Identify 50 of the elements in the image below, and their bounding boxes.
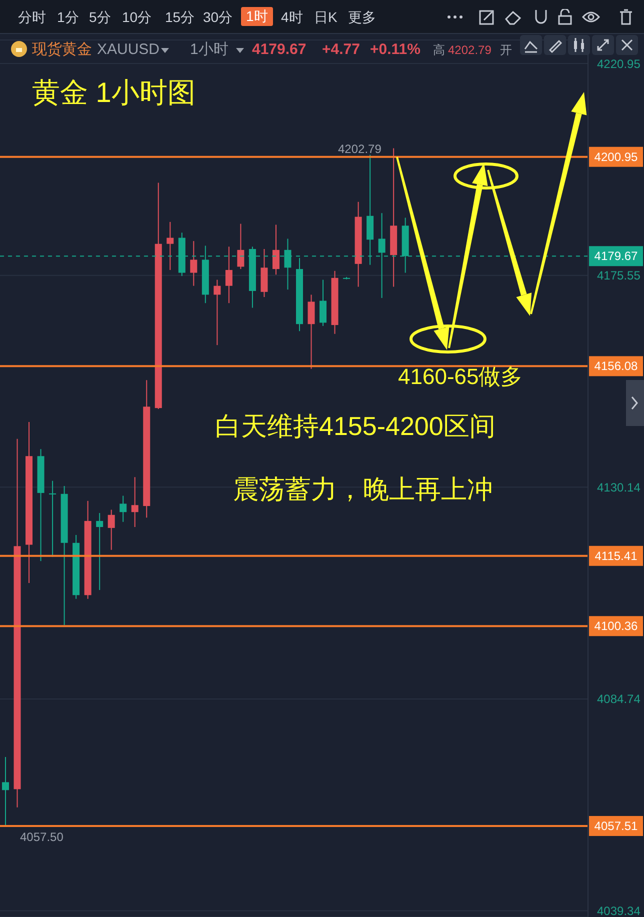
- annotation: +0.11%: [370, 41, 420, 59]
- annotation: XAUUSD: [97, 41, 160, 59]
- text: 黄金 1小时图: [32, 76, 196, 110]
- text: 更多: [348, 9, 376, 26]
- annotation: 4160-65做多: [398, 364, 523, 390]
- candlestick: [225, 246, 232, 304]
- ref-line-label: 4179.67: [594, 249, 638, 264]
- y-tick-label: 4175.55: [597, 268, 641, 283]
- ref-line-label: 4057.51: [594, 818, 638, 833]
- ref-line-label: 4115.41: [594, 548, 638, 563]
- candlestick: [49, 480, 56, 558]
- text: 日K: [314, 9, 338, 26]
- y-tick-label: 4039.34: [597, 904, 641, 917]
- ref-line-label: 4200.95: [594, 150, 638, 164]
- annotation: 1小时: [190, 41, 228, 59]
- text: 4时: [281, 9, 303, 26]
- candlestick: [237, 223, 244, 270]
- text: 15分: [165, 9, 195, 26]
- candlestick: [308, 294, 315, 370]
- annotation: 震荡蓄力，晚上再上冲: [233, 474, 493, 506]
- annotation: +4.77: [322, 41, 360, 59]
- annotation: 4202.79: [338, 142, 382, 156]
- candlestick: [166, 221, 174, 270]
- ref-line-label: 4100.36: [594, 619, 638, 634]
- y-tick-label: 4220.95: [597, 56, 641, 71]
- text: 1时: [241, 7, 273, 26]
- annotation: 4202.79: [448, 43, 492, 58]
- text: 10分: [122, 9, 152, 26]
- annotation: 开: [500, 43, 512, 58]
- text: 5分: [89, 9, 111, 26]
- candlestick: [272, 224, 280, 276]
- candlestick: [108, 509, 115, 550]
- text: 分时: [18, 9, 46, 26]
- candlestick: [131, 476, 138, 528]
- text: 1分: [57, 9, 79, 26]
- y-tick-label: 4084.74: [597, 692, 641, 706]
- candlestick: [320, 279, 327, 326]
- annotation: 高: [433, 43, 445, 58]
- candlestick: [190, 240, 198, 286]
- text: 30分: [203, 9, 233, 26]
- candlestick: [2, 756, 9, 827]
- annotation: 4179.67: [252, 41, 306, 59]
- candlestick: [96, 512, 104, 590]
- annotation: 白天维持4155-4200区间: [215, 411, 496, 442]
- annotation: 现货黄金: [32, 41, 92, 59]
- y-tick-label: 4130.14: [597, 480, 641, 494]
- ref-line-label: 4156.08: [594, 359, 638, 374]
- candlestick: [214, 279, 221, 346]
- candlestick: [120, 495, 127, 522]
- annotation: 4057.50: [20, 830, 64, 844]
